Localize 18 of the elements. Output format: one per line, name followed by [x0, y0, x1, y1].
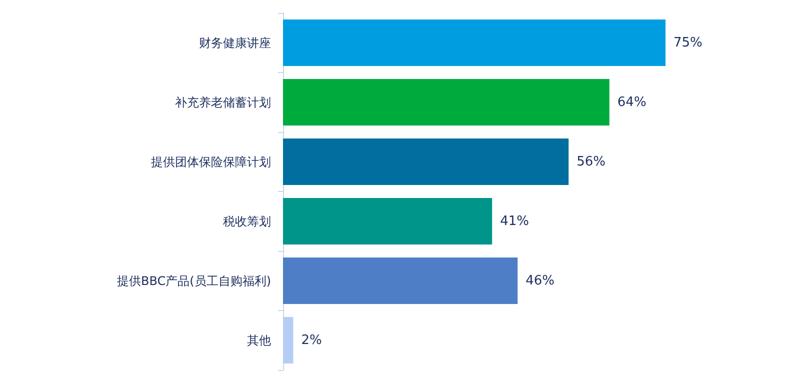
data-label: 46%: [526, 273, 555, 288]
y-tick-label: 补充养老储蓄计划: [175, 95, 271, 110]
bar: [283, 317, 294, 364]
bar: [283, 79, 610, 126]
bar: [283, 20, 666, 66]
data-label: 64%: [617, 94, 646, 110]
bar: [283, 258, 518, 304]
y-tick-label: 提供BBC产品(员工自购福利): [117, 274, 271, 288]
bar: [283, 138, 569, 185]
data-label: 56%: [576, 154, 606, 170]
bar: [283, 198, 492, 244]
y-tick-label: 财务健康讲座: [199, 36, 271, 50]
y-tick-label: 提供团体保险保障计划: [151, 154, 271, 169]
data-label: 41%: [500, 214, 530, 229]
y-tick-label: 税收筹划: [223, 214, 271, 228]
data-label: 2%: [301, 332, 322, 348]
data-label: 75%: [674, 35, 702, 50]
y-tick-label: 其他: [247, 333, 271, 348]
